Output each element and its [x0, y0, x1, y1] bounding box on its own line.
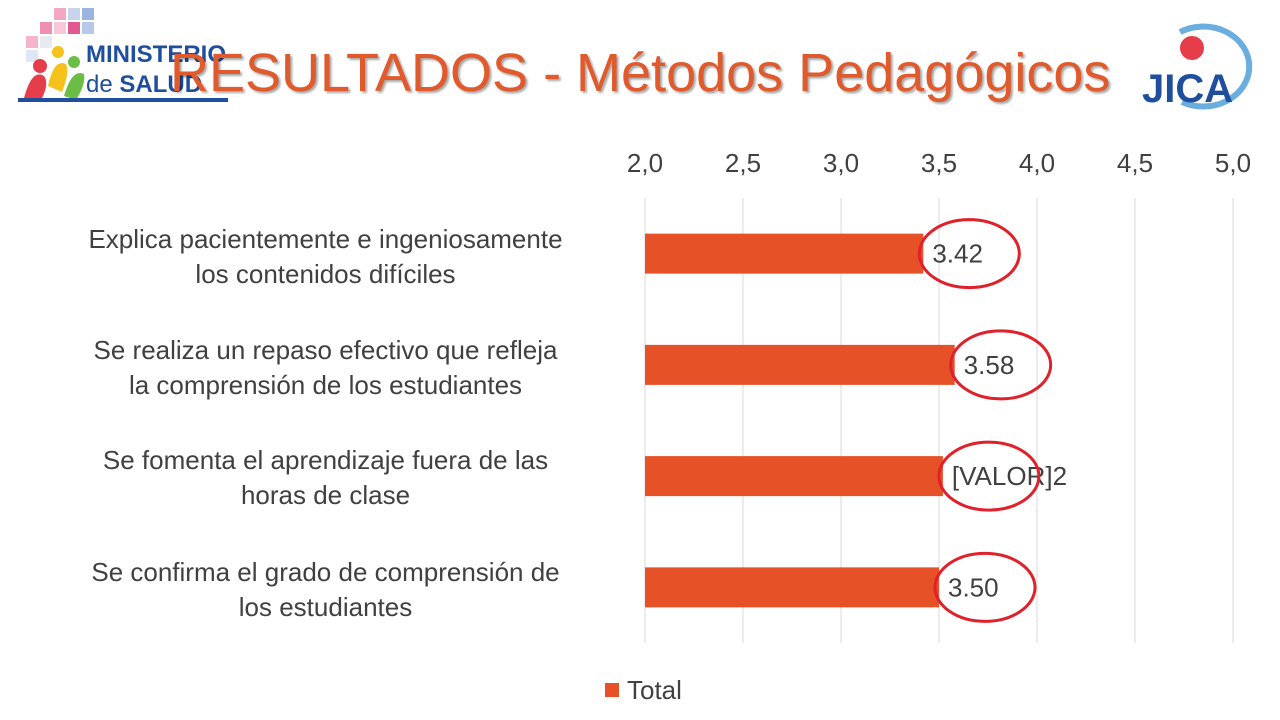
jica-red-dot — [1180, 36, 1204, 60]
category-label-2-line-1: Se realiza un repaso efectivo que reflej… — [93, 335, 558, 365]
category-label-1: Explica pacientemente e ingeniosamente l… — [28, 222, 623, 292]
jica-logo-text: JICA — [1142, 67, 1233, 110]
x-tick-label-1: 2,5 — [725, 148, 761, 178]
logo-people-figures — [24, 46, 85, 102]
x-tick-label-4: 4,0 — [1019, 148, 1055, 178]
highlight-ellipse-2 — [949, 329, 1053, 401]
highlight-ellipse-1 — [917, 218, 1021, 290]
data-label-2: 3.58 — [964, 350, 1015, 380]
x-tick-label-3: 3,5 — [921, 148, 957, 178]
ministerio-de-salud-logo: MINISTERIO de SALUD — [18, 8, 228, 102]
legend-label-total: Total — [627, 674, 682, 705]
bar-2 — [645, 344, 955, 385]
category-label-3-line-2: horas de clase — [240, 480, 411, 510]
logo-mosaic — [26, 8, 94, 62]
chart-data-labels: 3.42 3.58 [VALOR]2 3.50 — [932, 239, 1067, 603]
data-label-3: [VALOR]2 — [952, 461, 1067, 491]
category-label-3: Se fomenta el aprendizaje fuera de las h… — [28, 443, 623, 513]
bar-3 — [645, 456, 943, 497]
legend-swatch-total — [605, 683, 619, 697]
highlight-ellipse-3 — [937, 440, 1041, 512]
category-label-4-line-2: los estudiantes — [238, 592, 413, 622]
data-label-1: 3.42 — [932, 239, 983, 269]
svg-text:de SALUD: de SALUD — [86, 71, 202, 98]
category-label-2-line-2: la comprensión de los estudiantes — [128, 370, 523, 400]
chart-bars — [645, 233, 955, 608]
page-title: RESULTADOS - Métodos Pedagógicos — [170, 43, 1111, 103]
bar-1 — [645, 233, 924, 274]
bar-4 — [645, 567, 939, 608]
data-label-4: 3.50 — [948, 572, 999, 602]
category-label-1-line-2: los contenidos difíciles — [195, 259, 456, 289]
jica-arc — [1178, 23, 1253, 110]
x-tick-label-6: 5,0 — [1215, 148, 1251, 178]
x-tick-label-0: 2,0 — [627, 148, 663, 178]
x-axis-tick-labels: 2,0 2,5 3,0 3,5 4,0 4,5 5,0 — [627, 148, 1251, 178]
x-tick-label-2: 3,0 — [823, 148, 859, 178]
logo-underline — [18, 98, 228, 102]
chart-legend: Total — [605, 674, 682, 706]
logo-de-text: de — [86, 71, 119, 98]
category-label-1-line-1: Explica pacientemente e ingeniosamente — [88, 224, 563, 254]
logo-salud-text: SALUD — [119, 71, 202, 98]
x-tick-label-5: 4,5 — [1117, 148, 1153, 178]
jica-logo: JICA — [1142, 23, 1253, 110]
category-label-4-line-1: Se confirma el grado de comprensión de — [91, 557, 560, 587]
highlight-ellipse-4 — [933, 551, 1037, 623]
category-label-2: Se realiza un repaso efectivo que reflej… — [28, 333, 623, 403]
category-label-3-line-1: Se fomenta el aprendizaje fuera de las — [102, 445, 549, 475]
category-label-4: Se confirma el grado de comprensión de l… — [28, 555, 623, 625]
logo-ministerio-text: MINISTERIO — [86, 41, 226, 68]
chart-highlight-ellipses — [917, 218, 1053, 623]
